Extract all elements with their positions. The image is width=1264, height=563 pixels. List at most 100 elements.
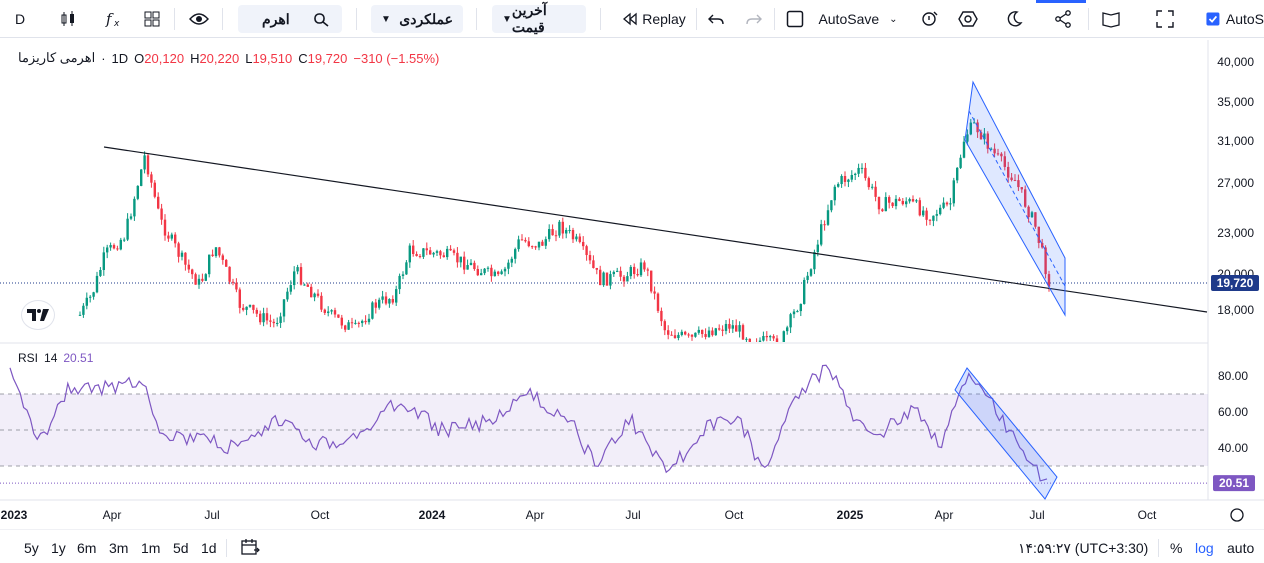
candle-body <box>177 243 180 257</box>
candle-body <box>129 216 133 219</box>
eye-icon[interactable] <box>186 5 212 33</box>
range-3m[interactable]: 3m <box>109 540 129 556</box>
candle-body <box>524 239 527 242</box>
candle-body <box>306 284 309 287</box>
price-tick-label: 23,000 <box>1217 226 1254 240</box>
time-axis-label: Oct <box>725 508 744 522</box>
candle-body <box>979 132 983 140</box>
candle-body <box>918 200 921 216</box>
price-type-dropdown[interactable]: ▼ آخرین قیمت <box>492 2 586 35</box>
candle-body <box>214 247 218 257</box>
rsi-label[interactable]: RSI <box>18 351 39 365</box>
candle-body <box>609 274 612 286</box>
candle-body <box>78 314 82 316</box>
clock[interactable]: ۱۴:۵۹:۲۷ (UTC+3:30) <box>1018 540 1149 556</box>
legend-low: L19,510 <box>245 51 292 66</box>
candle-body <box>286 291 289 300</box>
rsi-tick-label: 80.00 <box>1218 369 1248 383</box>
candle-body <box>89 296 92 298</box>
candle-body <box>150 174 153 183</box>
candle-body <box>102 252 105 270</box>
candle-body <box>922 210 925 216</box>
candle-body <box>133 198 136 217</box>
replay-button[interactable]: Replay <box>618 5 690 33</box>
legend-symbol[interactable]: اهرمی کاریزما <box>18 50 96 65</box>
candle-body <box>646 269 649 271</box>
candle-body <box>901 200 904 205</box>
candle-body <box>442 255 445 258</box>
percent-toggle[interactable]: % <box>1170 540 1183 556</box>
range-1d[interactable]: 1d <box>201 540 217 556</box>
time-axis-label: Jul <box>625 508 640 522</box>
candle-body <box>500 271 503 275</box>
range-1m[interactable]: 1m <box>141 540 161 556</box>
range-5y[interactable]: 5y <box>24 540 39 556</box>
candle-body <box>225 259 228 267</box>
fullscreen-icon[interactable] <box>1152 5 1178 33</box>
range-5d[interactable]: 5d <box>173 540 189 556</box>
share-icon[interactable] <box>1050 5 1076 33</box>
range-1y[interactable]: 1y <box>51 540 66 556</box>
candle-body <box>806 275 809 280</box>
candle-body <box>228 266 231 282</box>
candle-body <box>962 141 966 158</box>
candle-body <box>976 122 979 133</box>
candle-body <box>422 248 425 257</box>
symbol-short[interactable]: D <box>8 5 32 33</box>
candle-body <box>473 262 476 270</box>
candle-body <box>830 200 833 211</box>
candle-body <box>925 210 928 220</box>
candle-body <box>1034 212 1037 227</box>
legend-high: H20,220 <box>190 51 239 66</box>
candle-body <box>330 310 333 312</box>
candle-body <box>782 331 785 342</box>
compare-dropdown[interactable]: ▼ عملکردی <box>371 5 463 33</box>
settings-icon[interactable] <box>956 5 980 33</box>
trendline <box>103 146 1208 313</box>
autosave-dropdown[interactable]: AutoSave ⌄ <box>812 5 904 33</box>
auto-toggle[interactable]: auto <box>1227 540 1255 556</box>
alert-icon[interactable] <box>918 5 942 33</box>
candle-body <box>480 273 483 276</box>
moon-icon[interactable] <box>1002 5 1026 33</box>
candle-body <box>293 271 296 286</box>
candle-body <box>398 275 401 290</box>
autoscale-toggle[interactable]: AutoS <box>1206 5 1264 33</box>
candle-body <box>204 274 207 281</box>
search-box[interactable]: اهرم <box>238 5 342 33</box>
candle-body <box>888 197 891 203</box>
candle-body <box>905 201 908 205</box>
ideas-icon[interactable] <box>1098 5 1124 33</box>
candles-icon[interactable] <box>56 5 80 33</box>
candle-body <box>809 269 813 276</box>
candle-body <box>99 269 102 276</box>
candle-body <box>425 248 428 251</box>
layouts-icon[interactable] <box>140 5 164 33</box>
range-6m[interactable]: 6m <box>77 540 97 556</box>
candle-body <box>337 314 340 318</box>
candle-body <box>92 292 95 297</box>
candle-body <box>765 336 768 338</box>
rsi-length: 14 <box>44 351 58 365</box>
chart-canvas[interactable]: 40,00035,00031,00027,00023,00018,00020,0… <box>0 40 1264 530</box>
chart-area[interactable]: 40,000 35,000 31,000 27,000 23,000 18,000 20,0… <box>0 40 1264 530</box>
autosave-checkbox[interactable] <box>784 5 806 33</box>
candle-body <box>85 297 88 306</box>
candle-body <box>928 219 932 221</box>
candle-body <box>320 295 323 310</box>
candle-body <box>707 330 711 337</box>
candle-body <box>544 239 547 246</box>
log-toggle[interactable]: log <box>1195 540 1214 556</box>
svg-text:f: f <box>105 10 114 28</box>
candle-body <box>333 310 337 315</box>
tv-logo-icon <box>27 309 49 321</box>
undo-icon[interactable] <box>704 5 728 33</box>
candle-body <box>493 271 496 277</box>
candle-body <box>282 299 286 317</box>
redo-icon[interactable] <box>742 5 766 33</box>
candle-body <box>738 325 741 332</box>
tradingview-logo[interactable] <box>22 301 54 329</box>
candle-body <box>310 286 313 298</box>
date-range-icon[interactable] <box>240 538 260 559</box>
